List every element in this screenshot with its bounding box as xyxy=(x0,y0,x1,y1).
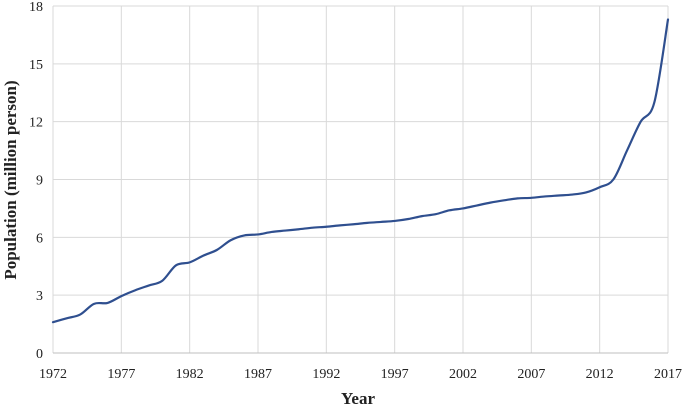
x-tick-label: 1982 xyxy=(176,367,204,382)
x-tick-label: 2012 xyxy=(586,367,614,382)
x-tick-label: 2002 xyxy=(449,367,477,382)
x-tick-label: 1972 xyxy=(39,367,67,382)
y-tick-label: 9 xyxy=(36,174,43,189)
x-tick-label: 1992 xyxy=(312,367,340,382)
y-tick-label: 12 xyxy=(29,116,43,131)
population-series-line xyxy=(51,18,670,324)
x-tick-label: 2017 xyxy=(654,367,682,382)
x-tick-label: 1997 xyxy=(381,367,409,382)
x-tick-labels: 1972 1977 1982 1987 1992 1997 2002 2007 2012 2017 xyxy=(39,367,682,382)
y-axis-title: Population (million person) xyxy=(1,80,20,279)
series-layer xyxy=(51,18,670,324)
y-tick-label: 3 xyxy=(36,289,43,304)
y-tick-label: 6 xyxy=(36,231,43,246)
x-tick-label: 1987 xyxy=(244,367,272,382)
y-tick-label: 0 xyxy=(36,347,43,362)
y-tick-label: 18 xyxy=(29,0,43,15)
y-tick-label: 15 xyxy=(29,58,43,73)
x-tick-label: 2007 xyxy=(517,367,545,382)
y-tick-labels: 0 3 6 9 12 15 18 xyxy=(29,0,43,362)
x-tick-label: 1977 xyxy=(107,367,135,382)
x-axis-title: Year xyxy=(341,389,375,408)
gridlines xyxy=(52,5,669,353)
